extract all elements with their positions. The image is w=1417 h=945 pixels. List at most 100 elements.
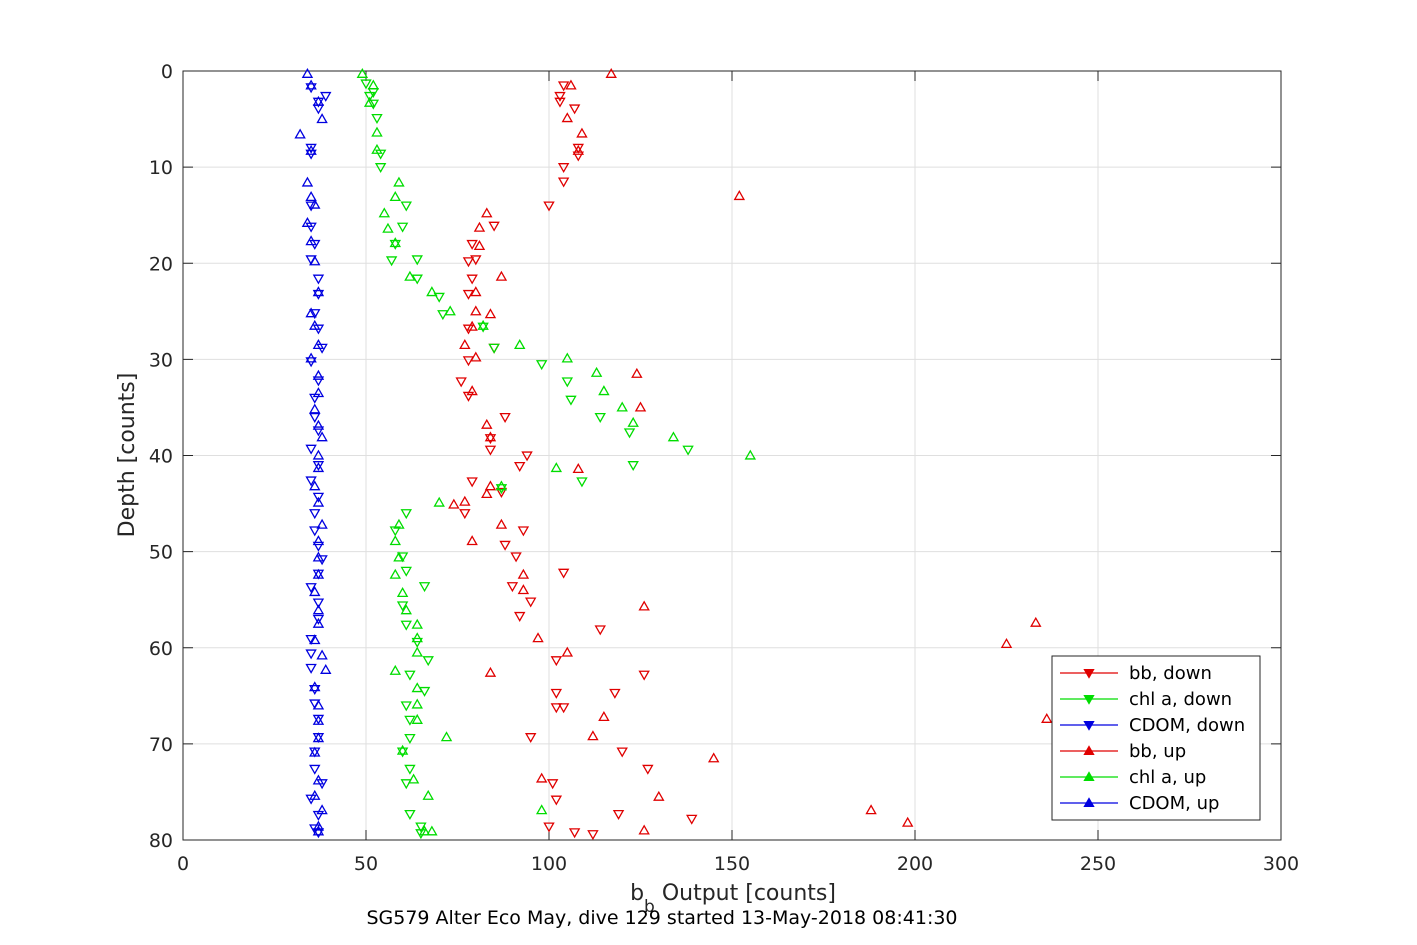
data-point xyxy=(634,401,647,412)
data-point xyxy=(309,746,321,757)
data-point xyxy=(433,496,445,507)
data-point xyxy=(411,632,423,643)
x-tick-label: 300 xyxy=(1263,853,1299,875)
data-point xyxy=(312,274,325,285)
data-point xyxy=(481,418,493,429)
data-point xyxy=(561,352,574,363)
data-point xyxy=(305,634,317,646)
data-point xyxy=(598,385,610,396)
data-point xyxy=(312,419,325,430)
data-point xyxy=(744,449,757,460)
data-point xyxy=(557,163,570,174)
data-point xyxy=(389,664,402,675)
data-point xyxy=(312,699,325,710)
data-point xyxy=(495,518,508,529)
data-point xyxy=(404,809,416,820)
data-point xyxy=(396,552,409,563)
data-point xyxy=(901,816,914,827)
data-point xyxy=(404,764,416,775)
data-point xyxy=(594,412,606,423)
data-point xyxy=(707,752,720,763)
series-5 xyxy=(294,67,332,836)
data-point xyxy=(312,617,325,628)
data-point xyxy=(627,416,639,427)
legend-box xyxy=(1051,655,1261,821)
x-tick-label: 200 xyxy=(897,853,933,875)
data-point xyxy=(400,566,412,577)
data-point xyxy=(312,449,325,460)
data-point xyxy=(367,99,380,110)
data-point xyxy=(312,541,325,552)
legend-marker xyxy=(1083,720,1095,731)
data-point xyxy=(411,274,423,285)
data-point xyxy=(396,222,409,233)
data-point xyxy=(393,176,405,187)
data-point xyxy=(371,143,383,154)
data-point xyxy=(627,461,639,472)
data-point xyxy=(312,714,325,725)
data-point xyxy=(594,625,606,636)
data-point xyxy=(535,360,548,371)
axis-ticks xyxy=(182,70,1282,841)
legend-label: bb, down xyxy=(1129,663,1212,684)
data-point xyxy=(470,305,482,316)
y-tick-label: 50 xyxy=(149,542,173,564)
data-point xyxy=(466,274,478,285)
data-point xyxy=(561,646,574,657)
legend-marker xyxy=(1083,771,1095,782)
data-point xyxy=(389,568,402,579)
data-point xyxy=(466,239,478,250)
data-point xyxy=(371,114,383,125)
data-point xyxy=(312,535,325,546)
data-point xyxy=(360,79,372,90)
data-point xyxy=(305,79,317,90)
data-point xyxy=(312,598,325,609)
data-point xyxy=(572,143,585,154)
data-point xyxy=(309,684,321,695)
data-point xyxy=(404,670,416,681)
data-point xyxy=(305,201,317,212)
legend-marker xyxy=(1083,668,1095,679)
data-point xyxy=(484,434,497,445)
data-point xyxy=(312,387,325,398)
data-point xyxy=(305,235,317,246)
data-point xyxy=(309,789,321,800)
data-point xyxy=(572,144,585,155)
data-point xyxy=(312,369,325,380)
x-axis-label: bb Output [counts] xyxy=(630,881,836,917)
data-point xyxy=(305,663,317,674)
data-point xyxy=(305,222,317,233)
data-point xyxy=(616,747,628,758)
x-tick-label: 50 xyxy=(354,853,378,875)
data-point xyxy=(396,601,409,612)
chart-subtitle: SG579 Alter Eco May, dive 129 started 13… xyxy=(366,907,957,929)
data-point xyxy=(426,825,438,836)
data-point xyxy=(484,445,497,456)
data-point xyxy=(426,286,438,297)
y-axis-label: Depth [counts] xyxy=(115,373,140,538)
data-point xyxy=(550,656,563,667)
data-point xyxy=(422,656,434,667)
data-point xyxy=(312,289,325,300)
data-point xyxy=(550,462,563,473)
data-point xyxy=(568,828,581,839)
legend-label: CDOM, up xyxy=(1129,793,1219,814)
data-point xyxy=(309,586,321,597)
data-point xyxy=(554,97,566,108)
data-point xyxy=(532,632,544,643)
data-point xyxy=(312,614,325,625)
data-point xyxy=(1000,637,1013,649)
data-point xyxy=(484,480,497,491)
data-point xyxy=(568,104,581,115)
data-point xyxy=(316,555,328,566)
data-point xyxy=(524,597,537,608)
series-0 xyxy=(455,81,698,841)
data-point xyxy=(510,552,522,563)
data-point xyxy=(389,535,402,546)
data-point xyxy=(543,822,555,833)
data-point xyxy=(356,67,369,78)
y-tick-label: 40 xyxy=(149,446,173,468)
data-point xyxy=(400,201,412,212)
data-point xyxy=(305,583,317,594)
data-point xyxy=(404,715,416,726)
